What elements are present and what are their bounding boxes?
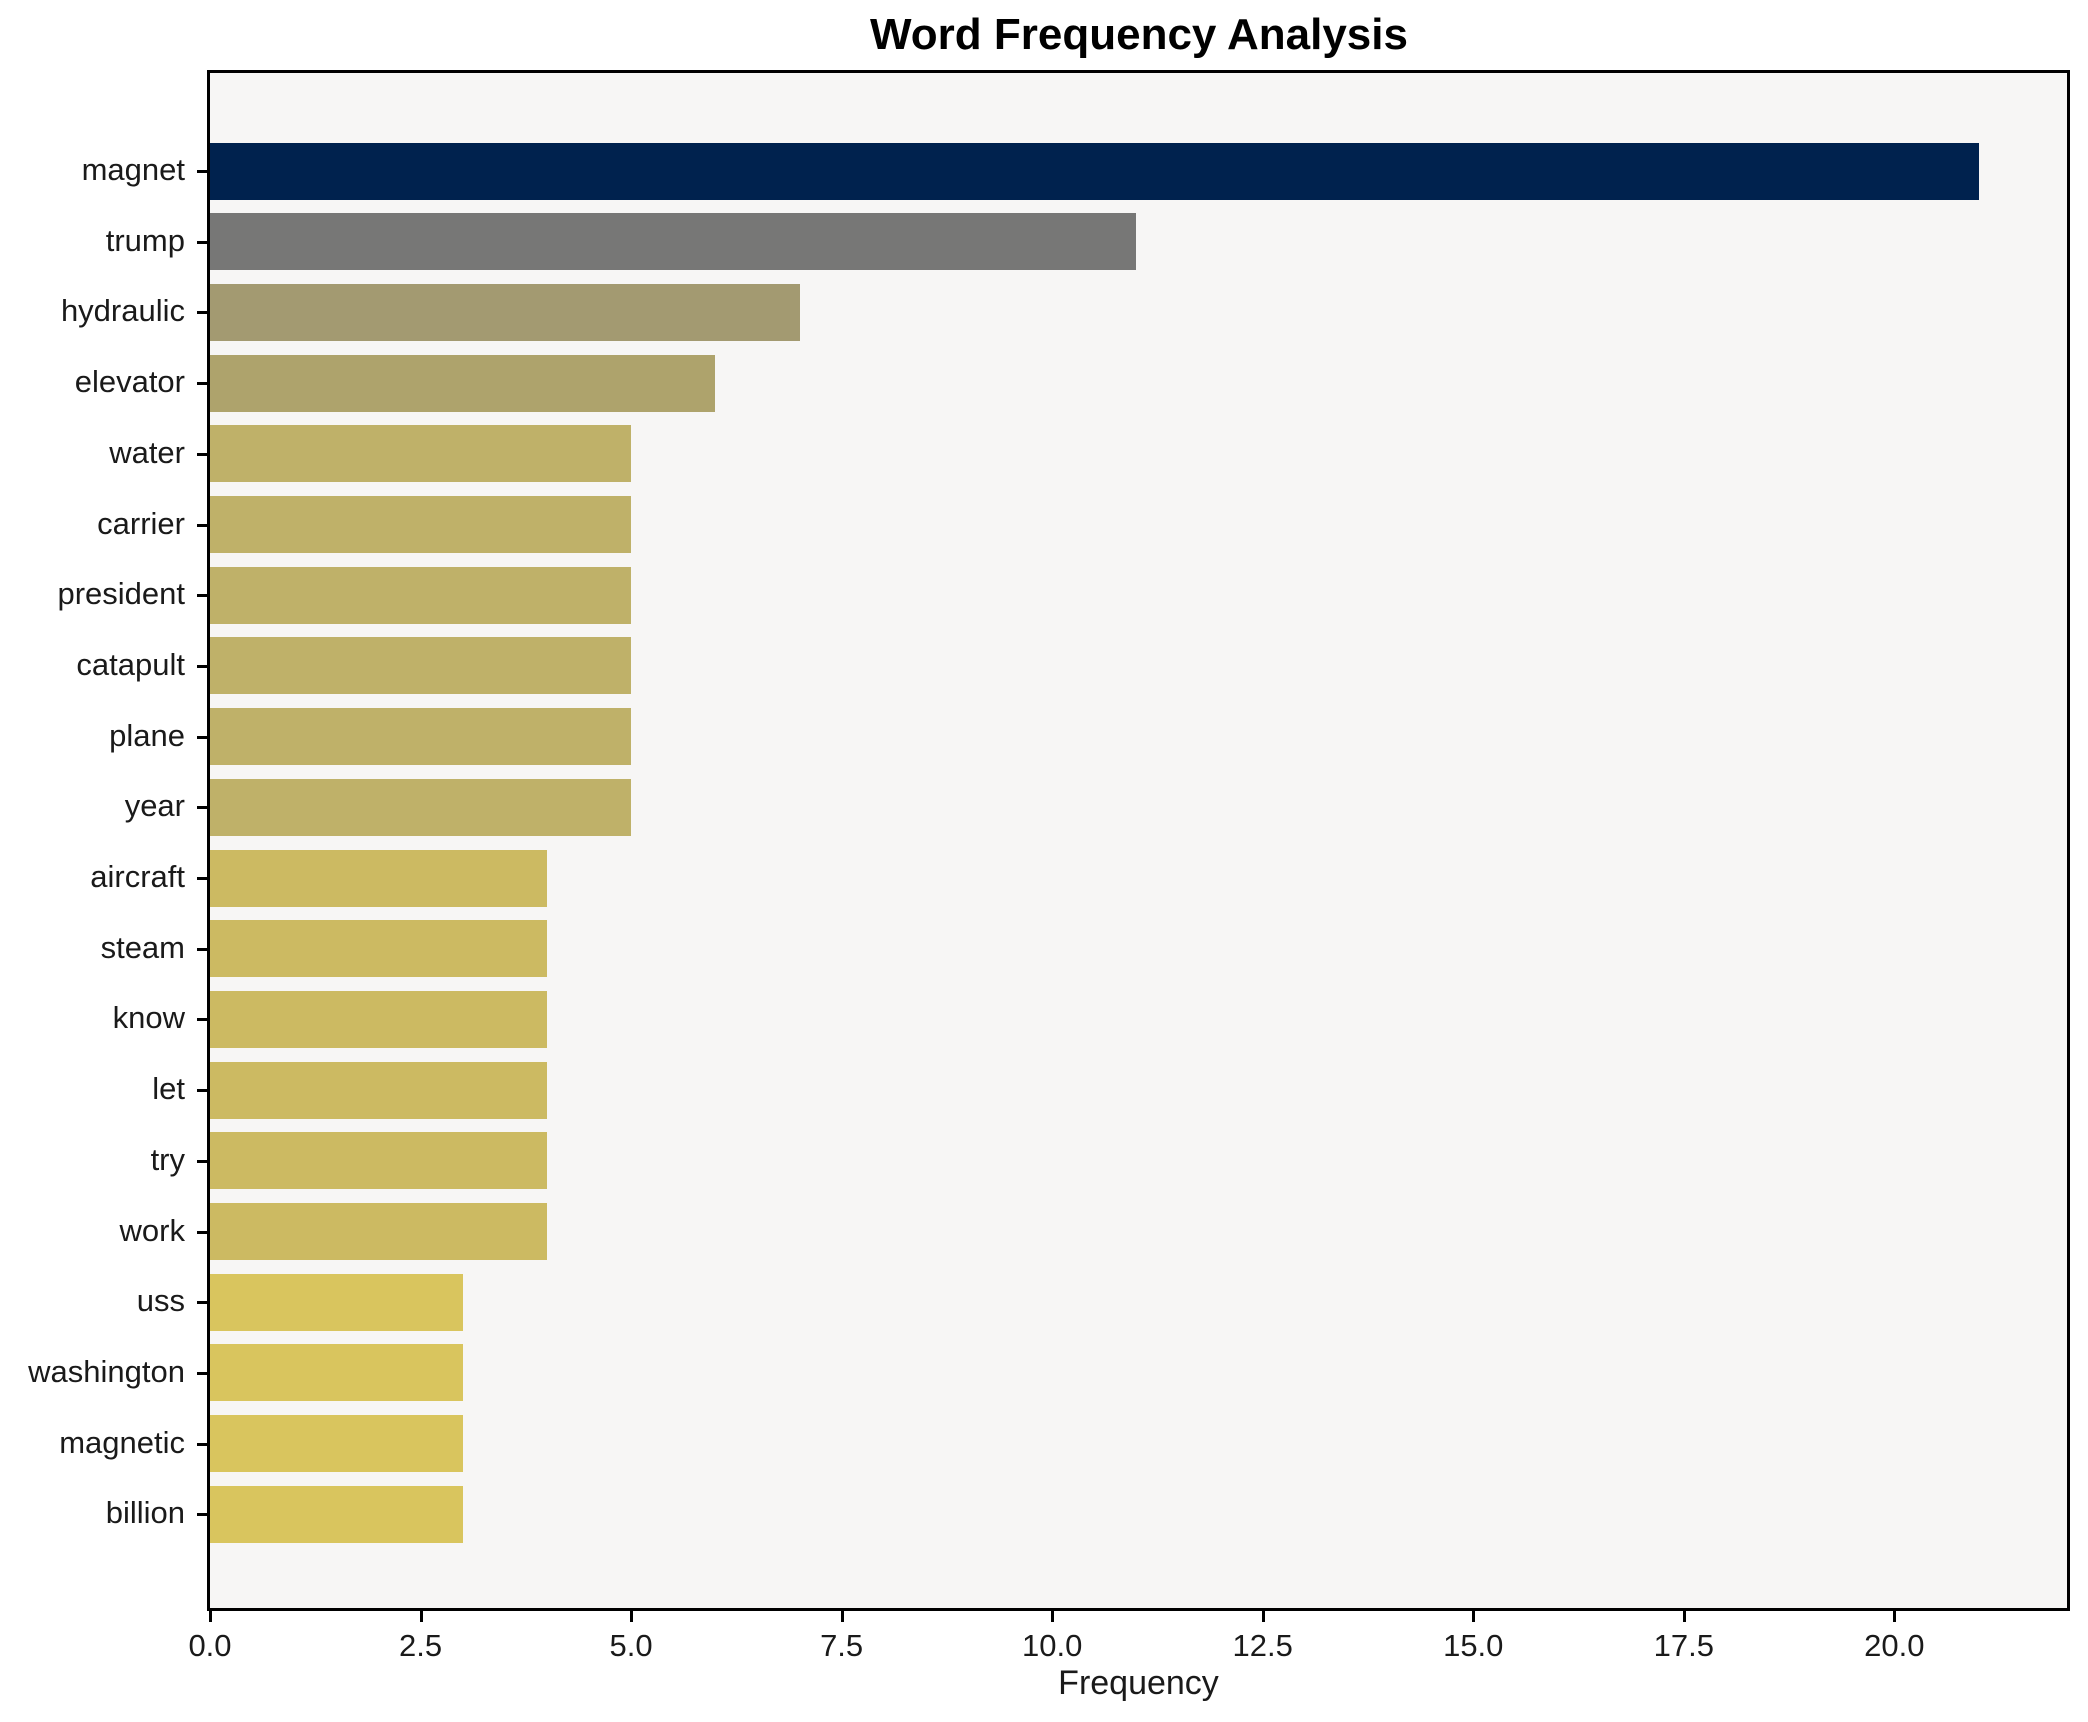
x-tick-mark: [1893, 1611, 1897, 1622]
y-tick-label-uss: uss: [136, 1283, 185, 1319]
y-tick-mark: [197, 806, 207, 810]
y-tick-label-aircraft: aircraft: [90, 859, 185, 894]
y-tick-label-elevator: elevator: [74, 364, 185, 400]
y-tick-mark: [197, 664, 207, 668]
x-tick-label: 7.5: [820, 1628, 864, 1663]
bar-aircraft: [210, 849, 547, 907]
x-tick-mark: [1472, 1611, 1476, 1622]
y-tick-mark: [197, 311, 207, 315]
x-tick-mark: [840, 1611, 844, 1622]
bar-uss: [210, 1273, 463, 1331]
bar-water: [210, 425, 632, 483]
bar-elevator: [210, 354, 716, 412]
x-tick-label: 20.0: [1864, 1628, 1925, 1663]
y-tick-mark: [197, 1371, 207, 1375]
y-tick-mark: [197, 594, 207, 598]
y-tick-mark: [197, 877, 207, 880]
y-tick-label-president: president: [57, 576, 185, 612]
chart-title: Word Frequency Analysis: [870, 10, 1408, 59]
x-tick-mark: [1261, 1611, 1265, 1622]
y-tick-mark: [197, 735, 207, 739]
y-tick-label-magnet: magnet: [81, 152, 185, 187]
y-tick-mark: [197, 1301, 207, 1305]
y-tick-mark: [197, 523, 207, 527]
y-tick-label-work: work: [119, 1212, 185, 1248]
x-tick-mark: [419, 1611, 423, 1622]
y-tick-label-hydraulic: hydraulic: [60, 293, 185, 329]
y-tick-mark: [197, 1230, 207, 1234]
y-tick-mark: [197, 1089, 207, 1093]
y-tick-label-plane: plane: [109, 717, 185, 753]
x-tick-label: 15.0: [1443, 1628, 1504, 1663]
bar-magnetic: [210, 1415, 463, 1473]
bar-carrier: [210, 496, 632, 553]
plot-area: [207, 70, 2070, 1611]
y-tick-mark: [197, 1018, 207, 1022]
x-tick-mark: [1051, 1611, 1055, 1622]
y-tick-label-steam: steam: [100, 929, 185, 965]
bar-work: [210, 1203, 547, 1260]
y-tick-mark: [197, 1159, 207, 1163]
x-tick-label: 10.0: [1022, 1628, 1083, 1663]
bar-year: [210, 778, 632, 836]
y-tick-mark: [197, 1513, 207, 1517]
bar-try: [210, 1132, 547, 1190]
bar-know: [210, 990, 547, 1048]
y-tick-label-billion: billion: [105, 1495, 185, 1531]
y-tick-mark: [197, 240, 207, 244]
bar-washington: [210, 1344, 463, 1402]
bar-plane: [210, 708, 632, 766]
y-tick-mark: [197, 947, 207, 951]
y-tick-mark: [197, 170, 207, 173]
x-tick-mark: [1682, 1611, 1686, 1622]
bar-catapult: [210, 637, 632, 695]
x-tick-label: 0.0: [188, 1628, 232, 1663]
x-tick-mark: [209, 1611, 212, 1622]
y-tick-mark: [197, 382, 207, 386]
bar-billion: [210, 1485, 463, 1543]
y-tick-label-water: water: [109, 434, 185, 470]
bar-let: [210, 1061, 547, 1119]
bar-hydraulic: [210, 283, 800, 341]
x-tick-label: 12.5: [1232, 1628, 1293, 1663]
bar-steam: [210, 920, 547, 978]
y-tick-mark: [197, 1442, 207, 1446]
bar-trump: [210, 213, 1137, 271]
y-tick-mark: [197, 452, 207, 456]
y-tick-label-carrier: carrier: [97, 505, 185, 541]
bar-magnet: [210, 142, 1979, 200]
y-tick-label-catapult: catapult: [76, 646, 185, 682]
y-tick-label-trump: trump: [105, 222, 185, 258]
x-axis-label: Frequency: [1058, 1664, 1219, 1702]
y-tick-label-let: let: [152, 1071, 185, 1107]
y-tick-label-year: year: [124, 788, 185, 824]
y-tick-label-washington: washington: [28, 1353, 185, 1389]
y-tick-label-know: know: [112, 1000, 185, 1036]
y-tick-label-magnetic: magnetic: [59, 1424, 185, 1460]
bar-president: [210, 566, 632, 624]
x-tick-label: 17.5: [1653, 1628, 1714, 1663]
x-tick-label: 5.0: [609, 1628, 653, 1663]
y-tick-label-try: try: [150, 1141, 185, 1177]
x-tick-label: 2.5: [398, 1628, 443, 1663]
x-tick-mark: [630, 1611, 634, 1622]
